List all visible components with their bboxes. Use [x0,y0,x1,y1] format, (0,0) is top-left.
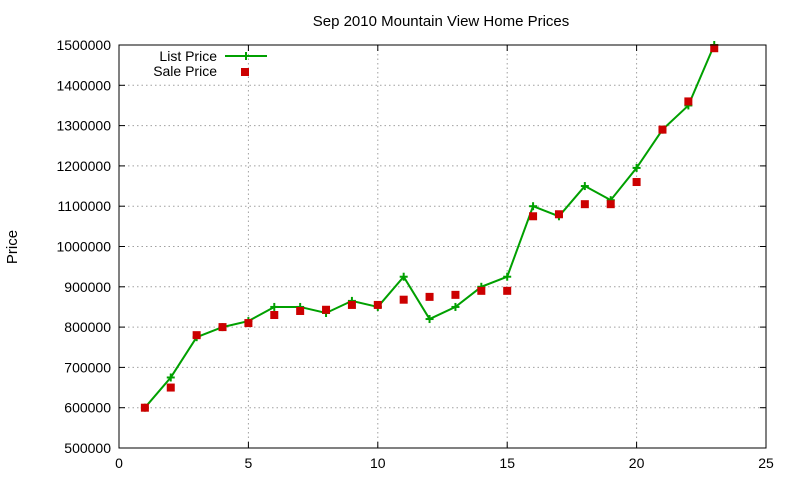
y-tick-label: 600000 [64,400,111,416]
sale-price-point [554,210,563,219]
x-tick-label: 20 [629,455,645,471]
y-axis-label: Price [4,230,21,264]
y-tick-label: 700000 [64,359,111,375]
x-tick-label: 0 [115,455,123,471]
legend-marker-list-price [242,52,250,60]
y-tick-label: 1000000 [56,239,111,255]
y-tick-label: 800000 [64,319,111,335]
sale-price-point [140,403,149,412]
y-tick-label: 1200000 [56,158,111,174]
sale-price-point [451,290,460,299]
list-price-line [144,44,716,409]
sale-price-point [710,44,719,53]
legend: List Price Sale Price [153,48,267,79]
grid-lines [119,45,766,448]
y-tick-label: 1100000 [58,198,112,214]
sale-price-point [529,212,538,221]
list-price-point [425,315,434,324]
sale-price-point [218,323,227,332]
sale-price-point [322,305,331,314]
y-tick-label: 1500000 [56,37,111,53]
sale-price-point [192,331,201,340]
legend-marker-sale-price [241,68,249,76]
x-tick-label: 25 [758,455,774,471]
list-price-point [632,163,641,172]
list-price-point [451,302,460,311]
x-tick-label: 15 [499,455,515,471]
sale-price-point [684,97,693,106]
list-price-point [399,272,408,281]
list-price-point [580,182,589,191]
plot-frame [118,44,767,449]
sale-price-point [477,286,486,295]
sale-price-point [632,178,641,187]
series-layer [140,41,719,412]
sale-price-point [399,295,408,304]
y-tick-label: 1400000 [56,77,111,93]
x-tick-label: 5 [245,455,253,471]
sale-price-point [166,383,175,392]
sale-price-point [503,286,512,295]
list-price-point [270,302,279,311]
sale-price-point [580,200,589,209]
axis-ticks: 0 5 10 15 20 25 500000 600000 700000 800000 900000… [56,37,774,471]
sale-price-point [606,200,615,209]
list-price-point [503,272,512,281]
x-tick-label: 10 [370,455,386,471]
sale-price-point [296,306,305,315]
sale-price-point [373,300,382,309]
legend-label-list-price: List Price [159,48,217,64]
y-tick-label: 900000 [64,279,111,295]
chart-title: Sep 2010 Mountain View Home Prices [313,13,570,30]
list-price-point [166,373,175,382]
legend-label-sale-price: Sale Price [153,63,217,79]
y-tick-label: 500000 [64,440,111,456]
sale-price-point [270,311,279,320]
sale-price-point [425,292,434,301]
sale-price-point [347,300,356,309]
sale-price-point [244,319,253,328]
sale-price-point [658,125,667,134]
list-price-point [529,202,538,211]
y-tick-label: 1300000 [56,118,111,134]
